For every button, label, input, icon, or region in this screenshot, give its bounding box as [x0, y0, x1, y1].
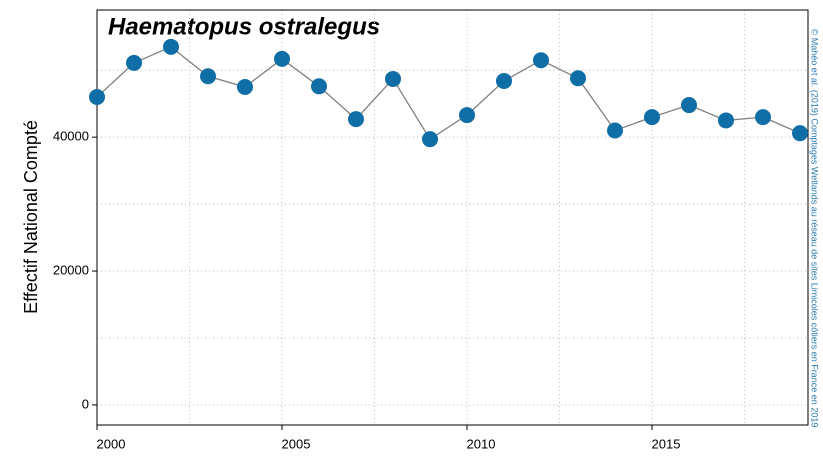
data-point [163, 38, 179, 55]
y-tick-label: 40000 [53, 129, 89, 144]
x-tick-label: 2005 [282, 436, 311, 451]
data-point [200, 68, 216, 85]
x-tick-label: 2000 [97, 436, 126, 451]
data-point [274, 50, 290, 67]
data-point [533, 52, 549, 69]
data-point [459, 107, 475, 124]
chart-title: Haematopus ostralegus [108, 13, 380, 40]
data-point [422, 131, 438, 148]
y-tick-label: 20000 [53, 262, 89, 277]
data-point [570, 70, 586, 87]
data-point [385, 70, 401, 87]
x-tick-label: 2010 [467, 436, 496, 451]
data-point [311, 78, 327, 95]
data-point [348, 111, 364, 128]
x-tick-label: 2015 [652, 436, 681, 451]
series-line [96, 46, 801, 141]
credit: © Mahéo et al. (2019) Comptages Wetlands… [810, 29, 820, 428]
plot-frame [96, 9, 809, 426]
data-point [792, 125, 808, 142]
data-point [89, 89, 105, 106]
y-tick-label: 0 [82, 396, 89, 411]
data-point [644, 109, 660, 126]
data-point [681, 97, 697, 114]
data-point [496, 72, 512, 89]
data-point [755, 109, 771, 126]
y-axis-label: Effectif National Compté [21, 120, 41, 314]
data-point [126, 54, 142, 71]
data-point [237, 78, 253, 95]
data-point [607, 122, 623, 139]
data-point [718, 112, 734, 129]
